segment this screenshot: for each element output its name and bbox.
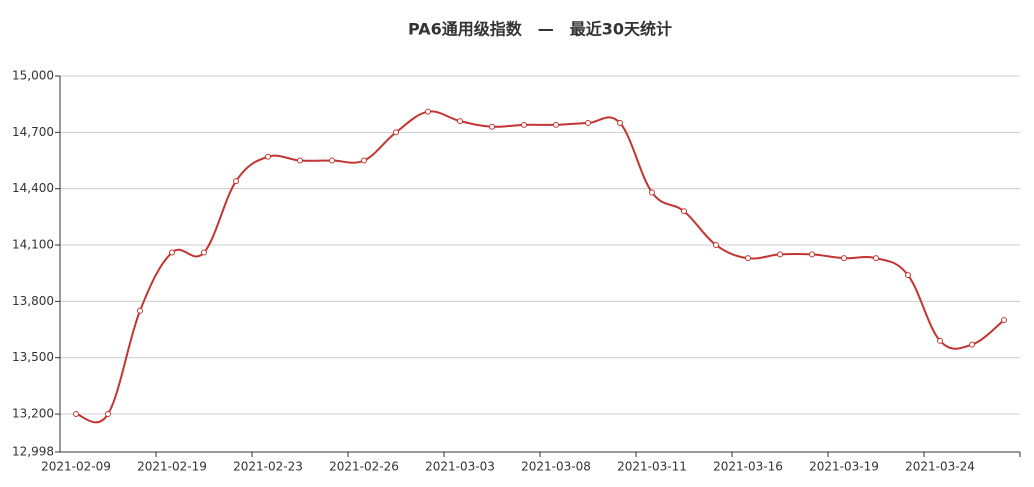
data-point: [1001, 317, 1007, 324]
x-tick-label: 2021-02-19: [137, 460, 207, 474]
x-tick-label: 2021-03-24: [905, 460, 975, 474]
data-point: [329, 157, 335, 164]
data-point: [713, 242, 719, 249]
x-tick-label: 2021-03-03: [425, 460, 495, 474]
data-point: [681, 208, 687, 215]
x-tick-label: 2021-02-09: [41, 460, 111, 474]
y-tick-label: 15,000: [12, 69, 54, 83]
data-point: [393, 129, 399, 136]
data-point: [905, 272, 911, 279]
data-point: [585, 119, 591, 126]
data-point: [137, 307, 143, 314]
data-point: [969, 341, 975, 348]
data-point: [105, 411, 111, 418]
y-tick-label: 13,500: [12, 350, 54, 364]
data-point: [201, 249, 207, 256]
chart-title: PA6通用级指数 — 最近30天统计: [408, 20, 672, 39]
data-point: [777, 251, 783, 258]
y-tick-label: 13,200: [12, 407, 54, 421]
y-tick-label: 14,700: [12, 125, 54, 139]
data-point: [489, 123, 495, 130]
data-point: [425, 108, 431, 115]
y-tick-label: 13,800: [12, 294, 54, 308]
y-tick-label: 12,998: [12, 445, 54, 459]
y-tick-label: 14,400: [12, 181, 54, 195]
data-point: [521, 121, 527, 128]
data-point: [841, 255, 847, 262]
data-point: [73, 411, 79, 418]
data-point: [649, 189, 655, 196]
x-tick-label: 2021-02-23: [233, 460, 303, 474]
data-point: [297, 157, 303, 164]
series-line: [75, 110, 1005, 424]
data-point: [937, 337, 943, 344]
x-tick-label: 2021-03-08: [521, 460, 591, 474]
data-point: [553, 121, 559, 128]
x-tick-label: 2021-03-11: [617, 460, 687, 474]
data-point: [617, 119, 623, 126]
data-point: [873, 255, 879, 262]
data-point: [169, 249, 175, 256]
y-tick-label: 14,100: [12, 238, 54, 252]
x-tick-label: 2021-03-16: [713, 460, 783, 474]
data-point: [265, 153, 271, 160]
data-point: [361, 157, 367, 164]
data-point: [457, 118, 463, 125]
data-point: [233, 178, 239, 185]
x-tick-label: 2021-03-19: [809, 460, 879, 474]
data-point: [745, 255, 751, 262]
data-point: [809, 251, 815, 258]
x-tick-label: 2021-02-26: [329, 460, 399, 474]
